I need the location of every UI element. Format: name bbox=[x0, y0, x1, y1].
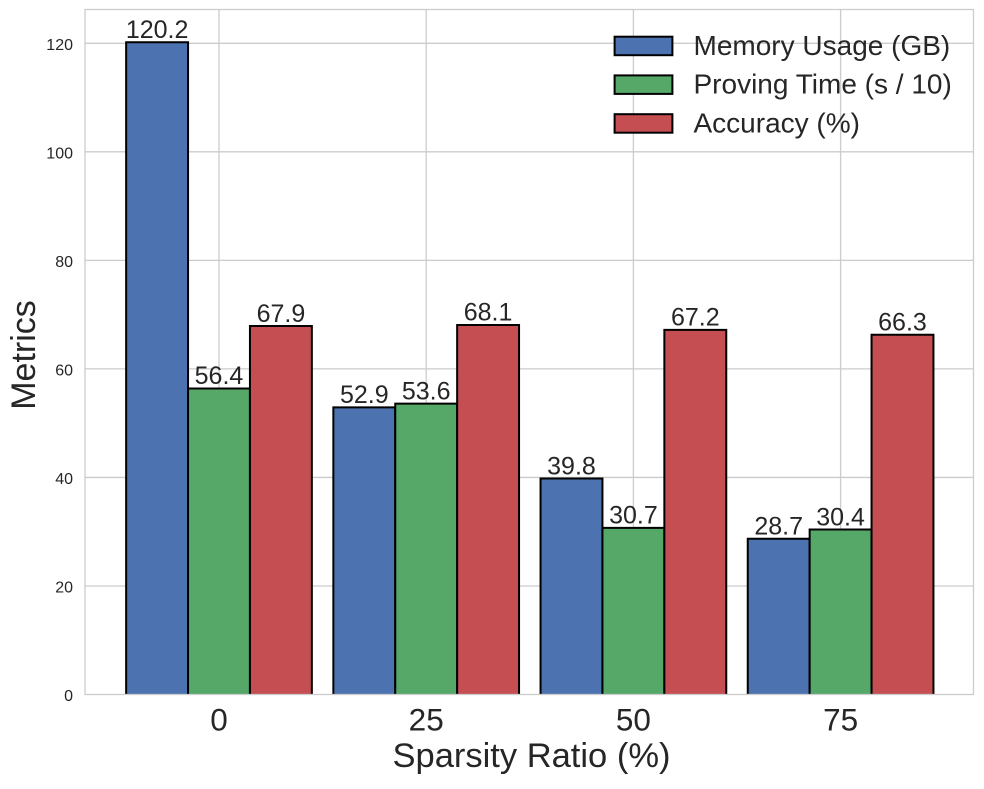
svg-text:66.3: 66.3 bbox=[878, 309, 927, 337]
svg-text:100: 100 bbox=[46, 145, 73, 162]
svg-text:50: 50 bbox=[616, 702, 651, 738]
svg-text:28.7: 28.7 bbox=[754, 513, 803, 541]
svg-text:56.4: 56.4 bbox=[195, 362, 244, 390]
svg-text:120: 120 bbox=[46, 37, 73, 54]
svg-text:Metrics: Metrics bbox=[5, 300, 43, 410]
svg-text:53.6: 53.6 bbox=[402, 377, 451, 405]
svg-text:Accuracy (%): Accuracy (%) bbox=[694, 107, 860, 138]
svg-text:60: 60 bbox=[55, 362, 73, 379]
svg-text:120.2: 120.2 bbox=[126, 16, 189, 44]
svg-text:Sparsity Ratio (%): Sparsity Ratio (%) bbox=[393, 737, 671, 775]
svg-text:30.4: 30.4 bbox=[816, 503, 865, 531]
svg-text:80: 80 bbox=[55, 254, 73, 271]
svg-text:30.7: 30.7 bbox=[609, 502, 658, 530]
svg-text:Proving Time (s / 10): Proving Time (s / 10) bbox=[694, 69, 952, 100]
svg-text:75: 75 bbox=[823, 702, 858, 738]
svg-text:25: 25 bbox=[409, 702, 444, 738]
svg-text:0: 0 bbox=[64, 688, 73, 705]
svg-text:40: 40 bbox=[55, 471, 73, 488]
svg-text:67.9: 67.9 bbox=[257, 300, 306, 328]
svg-text:0: 0 bbox=[210, 702, 228, 738]
svg-text:67.2: 67.2 bbox=[671, 304, 720, 332]
svg-text:68.1: 68.1 bbox=[464, 299, 513, 327]
svg-text:52.9: 52.9 bbox=[340, 381, 389, 409]
svg-text:Memory Usage (GB): Memory Usage (GB) bbox=[694, 30, 951, 61]
svg-text:20: 20 bbox=[55, 579, 73, 596]
svg-text:39.8: 39.8 bbox=[547, 452, 596, 480]
